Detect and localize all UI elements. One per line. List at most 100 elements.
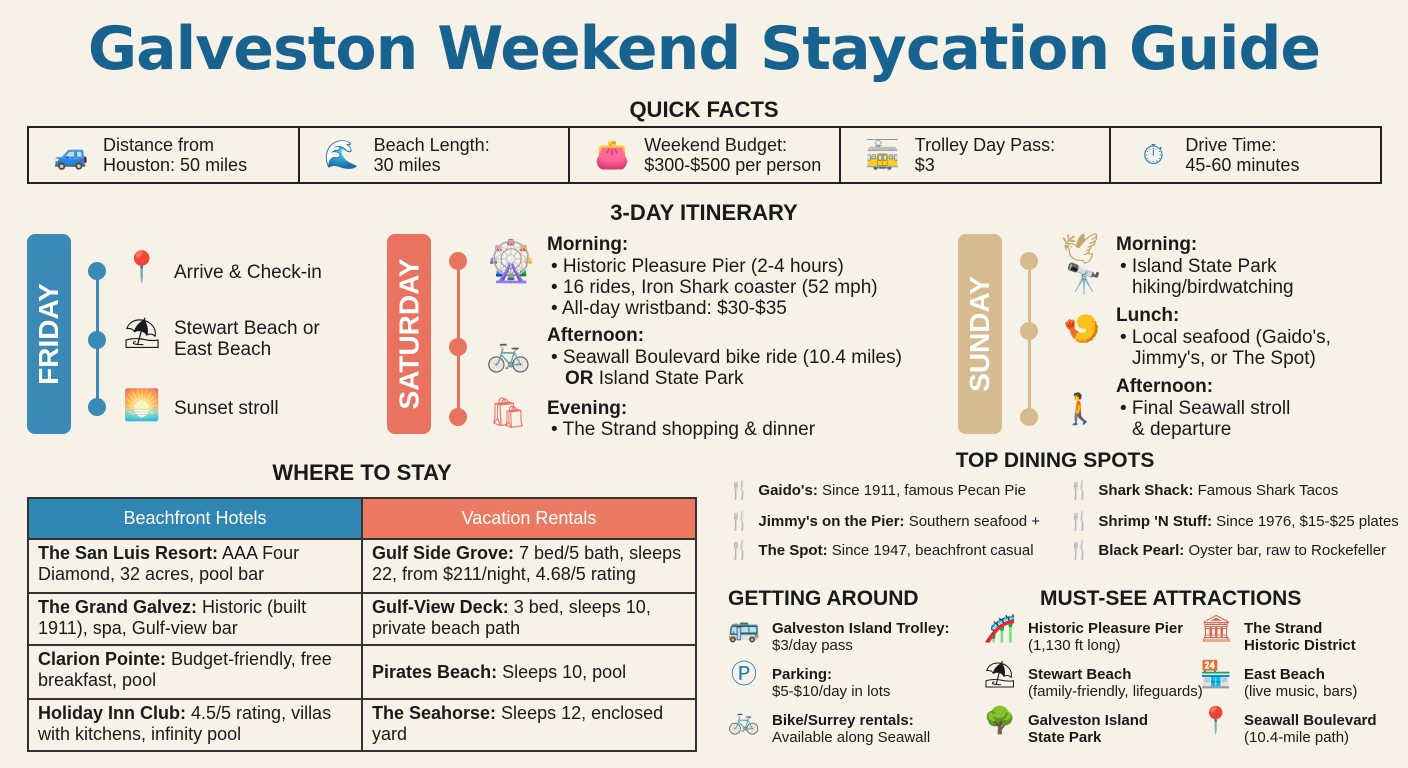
- attraction-item: 🎢 Historic Pleasure Pier (1,130 ft long): [983, 613, 1184, 654]
- morning-label: Morning:: [547, 234, 629, 255]
- sunday-timeline: [1028, 262, 1031, 418]
- sunset-icon: 🌅: [123, 389, 161, 422]
- historic-building-icon: 🏛: [1199, 613, 1233, 643]
- fork-knife-icon: 🍴: [1068, 480, 1091, 500]
- sunday-label: SUNDAY: [958, 234, 1002, 434]
- map-pin-icon: 📍: [123, 251, 161, 284]
- attraction-item: 📍 Seawall Boulevard (10.4-mile path): [1199, 705, 1377, 746]
- rental-cell: Gulf Side Grove: 7 bed/5 bath, sleeps 22…: [361, 538, 697, 594]
- bird-icon: 🕊: [1060, 233, 1100, 266]
- timeline-dot: [88, 262, 106, 280]
- fork-knife-icon: 🍴: [728, 511, 751, 531]
- attraction-item: 🌳 Galveston Island State Park: [983, 705, 1149, 746]
- fork-knife-icon: 🍴: [1068, 511, 1091, 531]
- fact-value: $300-$500 per person: [644, 155, 822, 175]
- transport-item: Ⓟ Parking: $5-$10/day in lots: [726, 659, 890, 700]
- trees-icon: 🌳: [983, 705, 1017, 735]
- fork-knife-icon: 🍴: [728, 480, 751, 500]
- car-icon: 🚙: [53, 139, 89, 170]
- fact-drive-time: ⏱ Drive Time: 45-60 minutes: [1111, 128, 1380, 182]
- friday-item: Arrive & Check-in: [174, 262, 322, 283]
- friday-label: FRIDAY: [27, 234, 71, 434]
- timeline-dot: [1020, 322, 1038, 340]
- saturday-label: SATURDAY: [387, 234, 431, 434]
- wallet-icon: 👛: [594, 139, 630, 170]
- sunday-item: • Final Seawall stroll: [1120, 398, 1291, 419]
- sunday-item: hiking/birdwatching: [1132, 277, 1294, 298]
- parking-icon: Ⓟ: [730, 659, 757, 689]
- rental-cell: Pirates Beach: Sleeps 10, pool: [361, 644, 697, 700]
- trolley-icon: 🚋: [865, 139, 901, 170]
- afternoon-label: Afternoon:: [1116, 376, 1214, 397]
- hotel-cell: The San Luis Resort: AAA Four Diamond, 3…: [27, 538, 363, 594]
- sunday-item: • Local seafood (Gaido's,: [1120, 327, 1331, 348]
- winding-path-icon: 📍: [1199, 705, 1233, 735]
- beach-bar-icon: 🏪: [1199, 659, 1233, 689]
- table-row: Holiday Inn Club: 4.5/5 rating, villas w…: [27, 698, 697, 752]
- saturday-item: OR Island State Park: [565, 368, 744, 389]
- bus-icon: 🚌: [727, 613, 761, 643]
- beach-umbrella-icon: ⛱: [122, 317, 162, 350]
- attraction-item: 🏛 The Strand Historic District: [1199, 613, 1356, 654]
- hotel-cell: The Grand Galvez: Historic (built 1911),…: [27, 592, 363, 646]
- fact-label: Distance from: [103, 135, 215, 155]
- page-title: Galveston Weekend Staycation Guide: [87, 14, 1321, 84]
- fact-label: Weekend Budget:: [644, 135, 787, 155]
- timeline-dot: [88, 398, 106, 416]
- dining-item: 🍴 Jimmy's on the Pier: Southern seafood +: [728, 511, 1041, 531]
- transport-item: 🚲 Bike/Surrey rentals: Available along Sea…: [727, 705, 931, 746]
- pier-icon: 🎢: [983, 613, 1017, 643]
- fact-label: Beach Length:: [373, 135, 490, 155]
- attraction-item: 🏪 East Beach (live music, bars): [1199, 659, 1358, 700]
- sunday-item: • Island State Park: [1120, 256, 1277, 277]
- hotel-cell: Clarion Pointe: Budget-friendly, free br…: [27, 644, 363, 700]
- wave-icon: 🌊: [324, 139, 360, 170]
- dining-heading: TOP DINING SPOTS: [955, 449, 1155, 472]
- fact-value: $3: [914, 155, 935, 175]
- fact-distance: 🚙 Distance from Houston: 50 miles: [29, 128, 300, 182]
- fact-budget: 👛 Weekend Budget: $300-$500 per person: [570, 128, 841, 182]
- walking-person-icon: 🚶: [1061, 393, 1099, 426]
- table-row: The Grand Galvez: Historic (built 1911),…: [27, 592, 697, 646]
- attractions-heading: MUST-SEE ATTRACTIONS: [1040, 587, 1302, 610]
- hotels-header: Beachfront Hotels: [27, 497, 363, 540]
- quick-facts-bar: 🚙 Distance from Houston: 50 miles 🌊 Beach L…: [27, 126, 1382, 184]
- rental-cell: The Seahorse: Sleeps 12, enclosed yard: [361, 698, 697, 752]
- shrimp-plate-icon: 🍤: [1063, 313, 1101, 346]
- fork-knife-icon: 🍴: [1068, 540, 1091, 560]
- fact-value: 45-60 minutes: [1185, 155, 1300, 175]
- transport-item: 🚌 Galveston Island Trolley: $3/day pass: [727, 613, 950, 654]
- rental-cell: Gulf-View Deck: 3 bed, sleeps 10, privat…: [361, 592, 697, 646]
- shopping-dining-icon: 🛍: [488, 397, 528, 430]
- morning-label: Morning:: [1116, 234, 1198, 255]
- beach-umbrella-icon: ⛱: [983, 659, 1017, 689]
- sunday-item: Jimmy's, or The Spot): [1132, 348, 1316, 369]
- timeline-dot: [449, 252, 467, 270]
- table-row: Clarion Pointe: Budget-friendly, free br…: [27, 644, 697, 700]
- dining-item: 🍴 Shrimp 'N Stuff: Since 1976, $15-$25 pl…: [1068, 511, 1399, 531]
- afternoon-label: Afternoon:: [547, 325, 645, 346]
- timeline-dot: [88, 331, 106, 349]
- fact-trolley: 🚋 Trolley Day Pass: $3: [841, 128, 1112, 182]
- timeline-dot: [449, 408, 467, 426]
- fact-label: Drive Time:: [1185, 135, 1277, 155]
- itinerary-heading: 3-DAY ITINERARY: [610, 200, 798, 225]
- dining-item: 🍴 The Spot: Since 1947, beachfront casual: [728, 540, 1034, 560]
- saturday-item: • Seawall Boulevard bike ride (10.4 mile…: [551, 347, 902, 368]
- where-to-stay-table: Beachfront Hotels Vacation Rentals The Sa…: [27, 497, 697, 752]
- fact-value: 30 miles: [373, 155, 441, 175]
- lunch-label: Lunch:: [1116, 305, 1180, 326]
- friday-item: Sunset stroll: [174, 398, 279, 419]
- fact-value: Houston: 50 miles: [103, 155, 248, 175]
- fork-knife-icon: 🍴: [728, 540, 751, 560]
- saturday-item: • The Strand shopping & dinner: [551, 419, 816, 440]
- friday-item: Stewart Beach or: [174, 318, 320, 339]
- saturday-item: • All-day wristband: $30-$35: [551, 298, 787, 319]
- rentals-header: Vacation Rentals: [361, 497, 697, 540]
- getting-around-heading: GETTING AROUND: [728, 587, 919, 610]
- saturday-item: • Historic Pleasure Pier (2-4 hours): [551, 256, 844, 277]
- hotel-cell: Holiday Inn Club: 4.5/5 rating, villas w…: [27, 698, 363, 752]
- evening-label: Evening:: [547, 398, 628, 419]
- attraction-item: ⛱ Stewart Beach (family-friendly, lifeguar…: [983, 659, 1203, 700]
- bicycle-icon: 🚲: [727, 705, 761, 735]
